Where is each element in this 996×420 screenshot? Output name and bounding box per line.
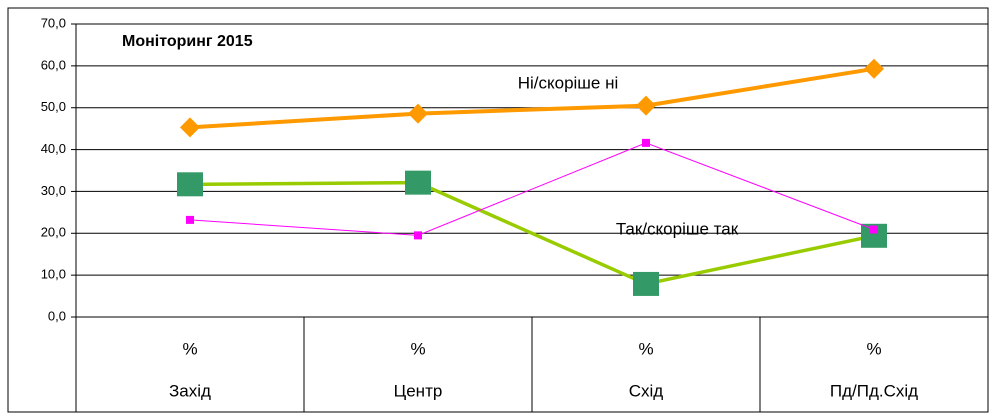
y-tick-label: 10,0 [41, 267, 66, 282]
x-tick-sublabel: % [182, 339, 197, 358]
point-marker [642, 138, 650, 147]
point-marker [636, 95, 656, 116]
chart-title: Моніторинг 2015 [122, 33, 253, 50]
y-tick-label: 40,0 [41, 141, 66, 156]
point-marker [633, 271, 659, 296]
x-tick-sublabel: % [638, 339, 653, 358]
point-marker [405, 170, 431, 195]
x-tick-sublabel: % [410, 339, 425, 358]
point-marker [864, 58, 884, 79]
y-tick-label: 60,0 [41, 57, 66, 72]
series-annotation: Ні/скоріше ні [518, 73, 619, 92]
x-tick-label: Захід [169, 381, 211, 400]
y-tick-label: 30,0 [41, 183, 66, 198]
x-tick-label: Центр [394, 381, 443, 400]
y-tick-label: 50,0 [41, 99, 66, 114]
chart-frame [7, 7, 989, 413]
series-line [189, 142, 875, 236]
series-line [189, 66, 875, 130]
point-marker [870, 225, 878, 234]
point-marker [414, 231, 422, 240]
y-tick-label: 20,0 [41, 225, 66, 240]
point-marker [177, 172, 203, 197]
x-tick-label: Пд/Пд.Схід [830, 381, 918, 400]
series-line [189, 180, 875, 286]
x-tick-sublabel: % [866, 339, 881, 358]
y-tick-label: 0,0 [48, 308, 66, 323]
y-tick-label: 70,0 [41, 15, 66, 30]
x-tick-label: Схід [629, 381, 664, 400]
point-marker [186, 215, 194, 224]
series-annotation: Так/скоріше так [616, 219, 739, 238]
point-marker [408, 103, 428, 124]
point-marker [180, 117, 200, 138]
